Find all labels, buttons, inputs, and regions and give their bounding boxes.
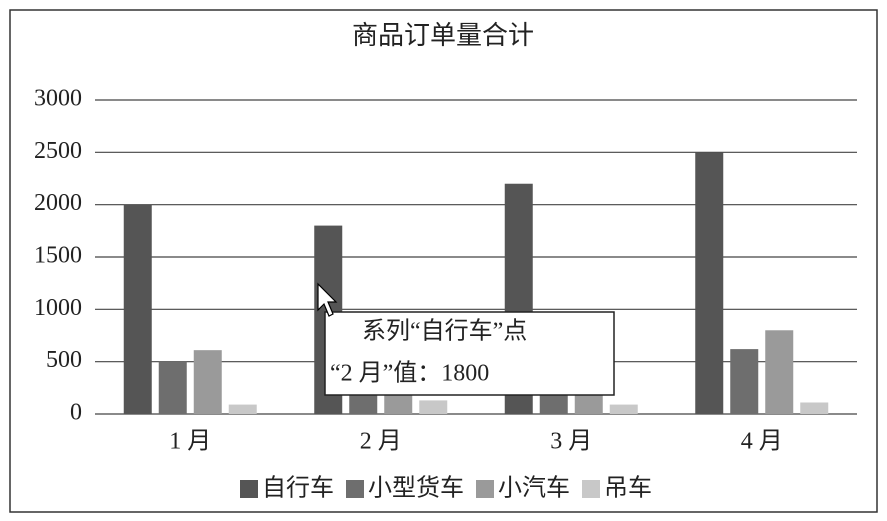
x-tick-label: 4 月 [741,429,783,455]
bar [123,204,152,414]
tooltip-box [324,311,615,396]
legend-swatch [476,480,494,498]
chart-border [9,9,878,513]
y-tick-label: 500 [46,347,82,373]
legend: 自行车 小型货车 小汽车 吊车 [240,475,652,502]
y-tick-label: 0 [70,400,82,426]
legend-label: 自行车 [262,475,334,502]
chart-title: 商品订单量合计 [352,21,534,50]
x-tick-label: 1 月 [169,429,211,455]
bar [158,361,187,414]
bar [695,152,724,415]
bar [193,350,222,414]
y-tick-label: 3000 [34,86,82,112]
tooltip-line: “2 月”值：1800 [330,360,489,387]
x-tick-label: 2 月 [360,429,402,455]
plot-area: 0 500 1000 1500 2000 2500 3000 1 月 2 月 3 月 4 月 [34,86,857,455]
y-tick-label: 2500 [34,138,82,164]
legend-label: 小汽车 [498,475,570,502]
tooltip-line: 系列“自行车”点 [362,318,527,345]
legend-swatch [582,480,600,498]
legend-swatch [346,480,364,498]
y-tick-label: 1500 [34,243,82,269]
bar [765,330,794,414]
x-tick-label: 3 月 [550,429,592,455]
bar [228,404,257,414]
tooltip: 系列“自行车”点 “2 月”值：1800 [324,311,615,396]
legend-label: 小型货车 [368,475,464,502]
legend-label: 吊车 [604,475,652,502]
bar [419,400,448,414]
bar [800,402,829,414]
y-tick-label: 1000 [34,295,82,321]
legend-swatch [240,480,258,498]
bar [730,349,759,414]
bar [609,404,638,414]
cursor [317,282,338,317]
y-tick-label: 2000 [34,190,82,216]
